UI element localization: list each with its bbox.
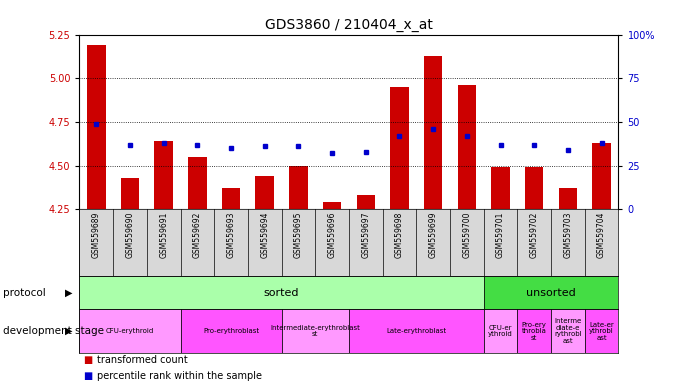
Text: GSM559702: GSM559702	[530, 211, 539, 258]
Bar	[585, 309, 618, 353]
Bar	[592, 143, 611, 209]
Bar	[390, 87, 409, 209]
Bar	[289, 166, 307, 209]
Title: GDS3860 / 210404_x_at: GDS3860 / 210404_x_at	[265, 18, 433, 32]
Text: GSM559696: GSM559696	[328, 211, 337, 258]
Text: GSM559691: GSM559691	[159, 211, 168, 258]
Text: ■: ■	[83, 355, 92, 365]
Text: percentile rank within the sample: percentile rank within the sample	[97, 371, 262, 381]
Bar	[558, 188, 577, 209]
Text: GSM559697: GSM559697	[361, 211, 370, 258]
Text: Pro-ery
throbla
st: Pro-ery throbla st	[522, 322, 547, 341]
Text: development stage: development stage	[3, 326, 104, 336]
Bar	[457, 85, 476, 209]
Text: GSM559698: GSM559698	[395, 211, 404, 258]
Text: ■: ■	[83, 371, 92, 381]
Text: GSM559694: GSM559694	[261, 211, 269, 258]
Text: ▶: ▶	[66, 326, 73, 336]
Bar	[484, 276, 618, 309]
Bar	[525, 167, 544, 209]
Bar	[87, 45, 106, 209]
Bar	[79, 309, 180, 353]
Bar	[180, 309, 281, 353]
Text: GSM559695: GSM559695	[294, 211, 303, 258]
Bar	[188, 157, 207, 209]
Text: Intermediate-erythroblast
st: Intermediate-erythroblast st	[270, 325, 360, 338]
Bar	[551, 309, 585, 353]
Bar	[121, 178, 140, 209]
Bar	[154, 141, 173, 209]
Text: unsorted: unsorted	[527, 288, 576, 298]
Text: Late-er
ythrobl
ast: Late-er ythrobl ast	[589, 322, 614, 341]
Bar	[491, 167, 510, 209]
Text: protocol: protocol	[3, 288, 46, 298]
Bar	[256, 176, 274, 209]
Bar	[79, 276, 484, 309]
Text: Late-erythroblast: Late-erythroblast	[386, 328, 446, 334]
Text: Pro-erythroblast: Pro-erythroblast	[203, 328, 259, 334]
Text: GSM559700: GSM559700	[462, 211, 471, 258]
Text: GSM559703: GSM559703	[563, 211, 572, 258]
Text: sorted: sorted	[264, 288, 299, 298]
Bar	[518, 309, 551, 353]
Text: GSM559692: GSM559692	[193, 211, 202, 258]
Text: GSM559704: GSM559704	[597, 211, 606, 258]
Bar	[484, 309, 518, 353]
Bar	[357, 195, 375, 209]
Text: Interme
diate-e
rythrobl
ast: Interme diate-e rythrobl ast	[554, 318, 582, 344]
Bar	[424, 56, 442, 209]
Bar	[349, 309, 484, 353]
Text: GSM559690: GSM559690	[126, 211, 135, 258]
Text: ▶: ▶	[66, 288, 73, 298]
Text: GSM559699: GSM559699	[428, 211, 437, 258]
Text: CFU-erythroid: CFU-erythroid	[106, 328, 154, 334]
Bar	[282, 309, 349, 353]
Text: GSM559689: GSM559689	[92, 211, 101, 258]
Text: GSM559693: GSM559693	[227, 211, 236, 258]
Bar	[323, 202, 341, 209]
Text: CFU-er
ythroid: CFU-er ythroid	[488, 325, 513, 338]
Bar	[222, 188, 240, 209]
Text: GSM559701: GSM559701	[496, 211, 505, 258]
Text: transformed count: transformed count	[97, 355, 187, 365]
